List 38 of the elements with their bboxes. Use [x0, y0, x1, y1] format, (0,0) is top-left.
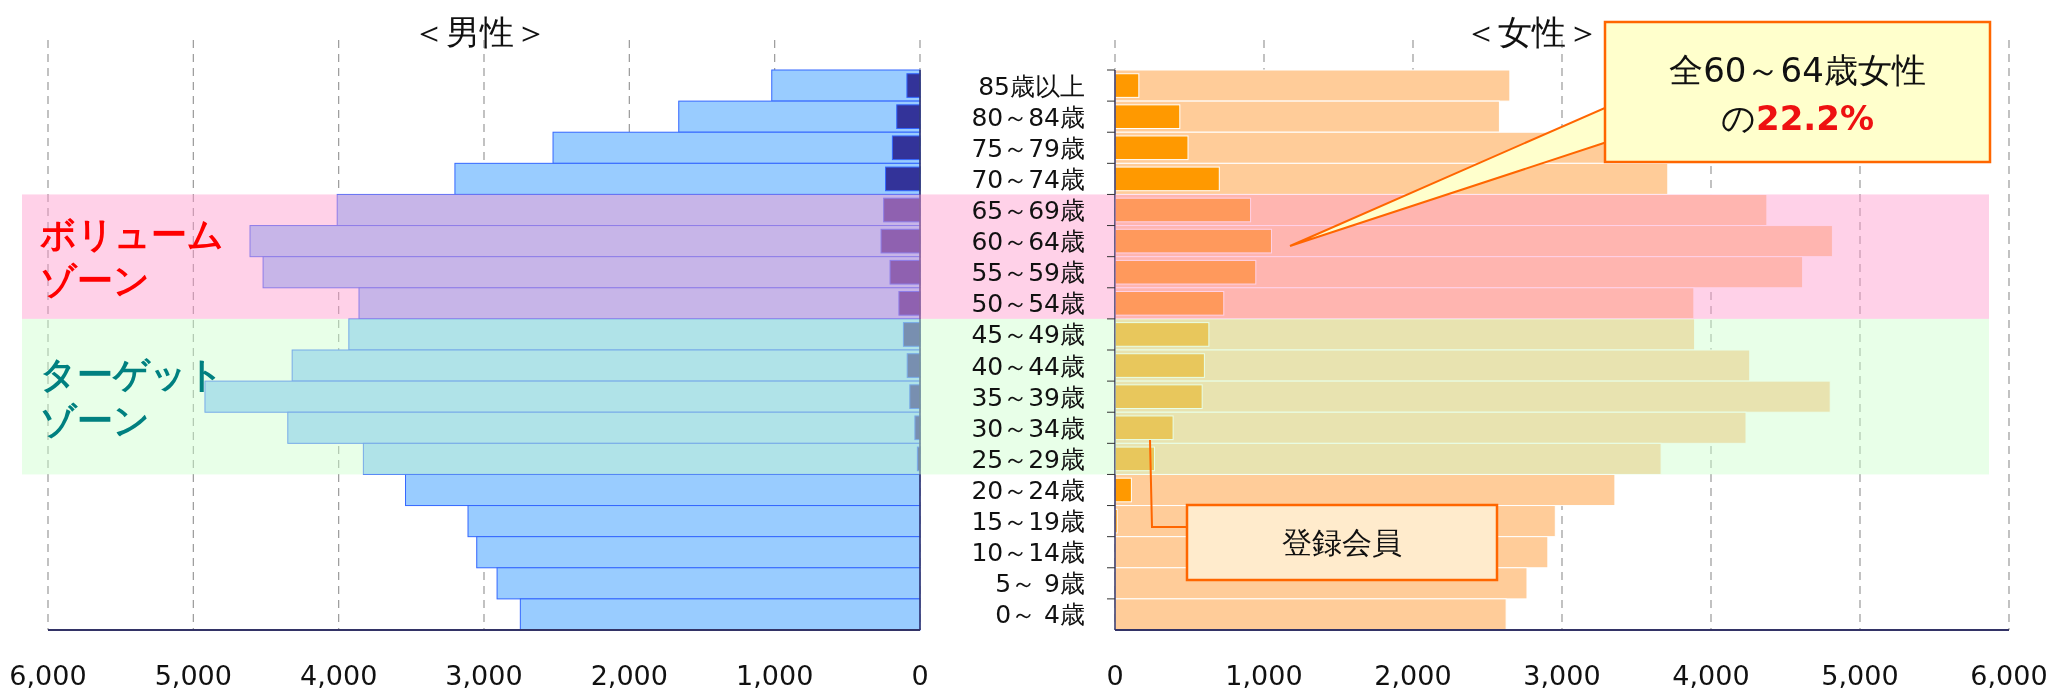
- x-tick-label: 3,000: [1523, 660, 1601, 691]
- annotation: 全60～64歳女性の22.2%: [1669, 49, 1926, 138]
- x-tick-label: 6,000: [9, 660, 87, 691]
- y-tick-label: 40～44歳: [971, 351, 1085, 381]
- y-tick-label: 85歳以上: [978, 71, 1085, 101]
- y-tick-label: 15～19歳: [971, 507, 1085, 537]
- x-tick-label: 2,000: [590, 660, 668, 691]
- y-tick-label: 5～ 9歳: [995, 569, 1085, 599]
- x-tick-label: 5,000: [154, 660, 232, 691]
- y-tick-label: 0～ 4歳: [995, 600, 1085, 630]
- y-tick-label: 45～49歳: [971, 320, 1085, 350]
- y-tick-label: 65～69歳: [971, 196, 1085, 225]
- y-tick-label: 20～24歳: [971, 476, 1085, 505]
- x-tick-label: 5,000: [1821, 660, 1899, 691]
- chart-title: ＜女性＞: [1464, 12, 1600, 52]
- y-tick-label: 75～79歳: [971, 133, 1085, 163]
- y-tick-label: 10～14歳: [971, 538, 1085, 568]
- y-tick-label: 25～29歳: [971, 444, 1085, 474]
- x-tick-label: 0: [1106, 660, 1124, 691]
- y-tick-label: 60～64歳: [971, 227, 1085, 257]
- x-tick-label: 1,000: [1225, 660, 1303, 691]
- y-tick-label: 35～39歳: [971, 382, 1085, 412]
- chart-title: ＜男性＞: [412, 12, 548, 52]
- x-tick-label: 1,000: [736, 660, 814, 691]
- x-tick-label: 0: [911, 660, 929, 691]
- y-tick-label: 30～34歳: [971, 413, 1085, 443]
- x-tick-label: 6,000: [1970, 660, 2048, 691]
- y-tick-label: 80～84歳: [971, 102, 1085, 132]
- y-tick-label: 70～74歳: [971, 164, 1085, 194]
- y-tick-label: 55～59歳: [971, 258, 1085, 288]
- y-tick-label: 50～54歳: [971, 289, 1085, 319]
- x-tick-label: 4,000: [1672, 660, 1750, 691]
- x-tick-label: 4,000: [300, 660, 378, 691]
- x-tick-label: 2,000: [1374, 660, 1452, 691]
- band-label: ボリュームゾーン: [40, 213, 224, 301]
- band-label: ターゲットゾーン: [40, 353, 224, 441]
- x-tick-label: 3,000: [445, 660, 523, 691]
- annotation: 登録会員: [1282, 525, 1402, 560]
